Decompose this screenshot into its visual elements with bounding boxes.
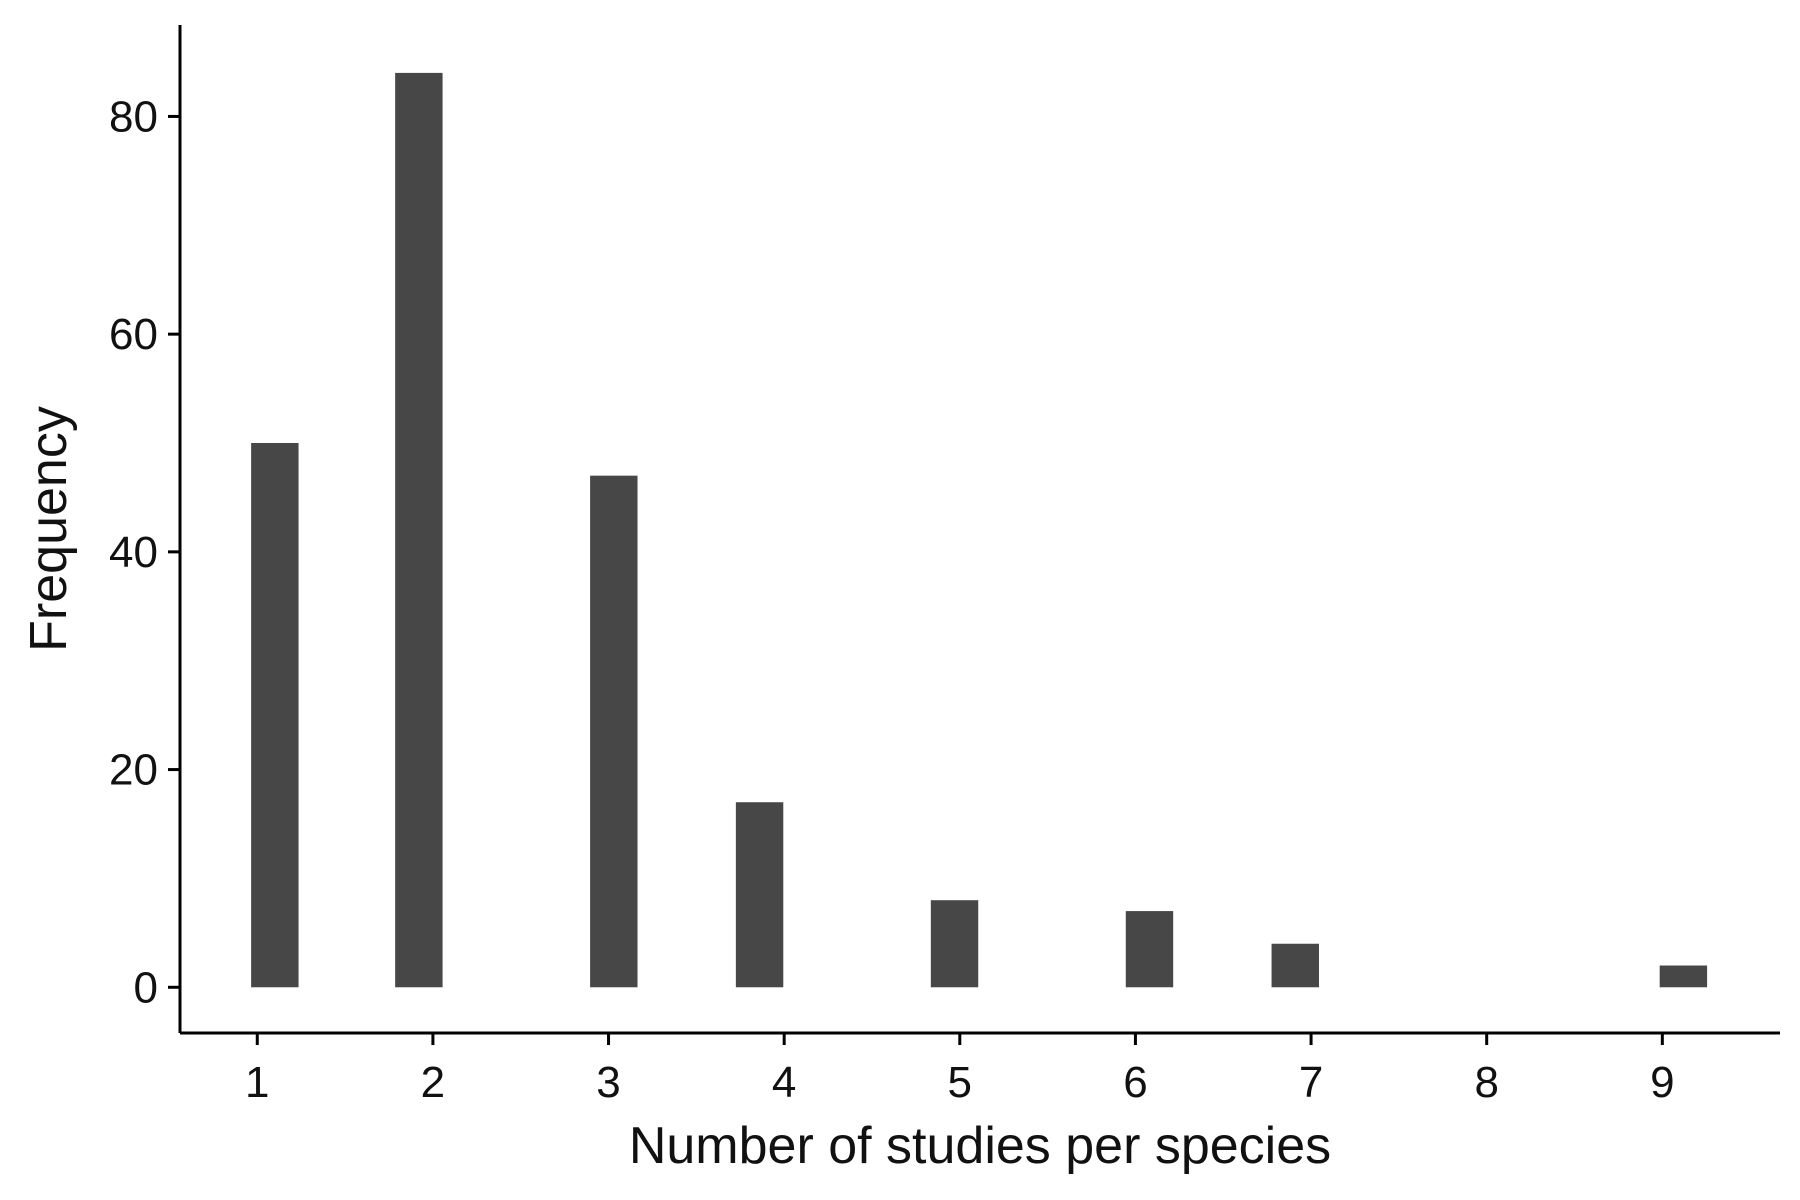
bar (1271, 943, 1319, 988)
x-tick-label: 1 (245, 1058, 269, 1107)
x-tick-label: 5 (948, 1058, 972, 1107)
bar (1659, 965, 1708, 988)
bar (395, 72, 443, 988)
y-axis: 0 20 40 60 80 (109, 25, 182, 1033)
y-tick-label: 60 (109, 310, 158, 359)
bar (1125, 911, 1174, 988)
bar (590, 475, 638, 988)
y-tick-label: 80 (109, 92, 158, 141)
x-tick-label: 6 (1123, 1058, 1147, 1107)
bar (930, 900, 979, 988)
x-tick-label: 2 (421, 1058, 445, 1107)
x-axis: 1 2 3 4 5 6 7 8 9 (180, 1031, 1780, 1107)
x-axis-title: Number of studies per species (629, 1117, 1331, 1175)
y-axis-title: Frequency (20, 406, 78, 652)
x-tick-label: 9 (1650, 1058, 1674, 1107)
bar (251, 443, 299, 988)
x-tick-label: 3 (596, 1058, 620, 1107)
y-tick-label: 20 (109, 746, 158, 795)
bar-series (251, 72, 1708, 988)
x-tick-label: 7 (1299, 1058, 1323, 1107)
x-tick-label: 8 (1474, 1058, 1498, 1107)
y-tick-label: 0 (134, 963, 158, 1012)
bar (735, 802, 784, 988)
y-tick-label: 40 (109, 528, 158, 577)
x-tick-label: 4 (772, 1058, 796, 1107)
